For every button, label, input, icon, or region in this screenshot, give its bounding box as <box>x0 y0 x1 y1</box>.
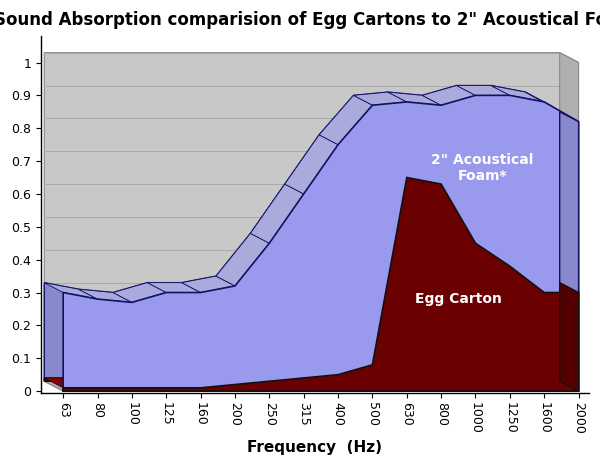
Polygon shape <box>44 53 560 381</box>
Polygon shape <box>44 378 98 388</box>
Polygon shape <box>148 378 200 388</box>
Polygon shape <box>44 283 98 299</box>
Polygon shape <box>353 92 407 105</box>
Polygon shape <box>44 53 63 391</box>
Polygon shape <box>63 178 578 391</box>
Polygon shape <box>79 289 132 302</box>
Polygon shape <box>285 365 338 378</box>
Polygon shape <box>113 283 166 302</box>
Polygon shape <box>319 355 373 375</box>
Polygon shape <box>457 233 510 266</box>
Polygon shape <box>526 92 578 122</box>
Polygon shape <box>457 85 510 96</box>
Polygon shape <box>216 371 269 384</box>
Polygon shape <box>44 53 578 62</box>
Polygon shape <box>250 368 304 381</box>
Polygon shape <box>250 184 304 243</box>
Polygon shape <box>422 174 475 243</box>
Title: Sound Absorption comparision of Egg Cartons to 2" Acoustical Foam: Sound Absorption comparision of Egg Cart… <box>0 11 600 29</box>
Polygon shape <box>182 375 235 388</box>
Polygon shape <box>388 168 441 184</box>
Text: Egg Carton: Egg Carton <box>415 292 502 306</box>
Polygon shape <box>148 283 200 293</box>
Polygon shape <box>113 378 166 388</box>
Polygon shape <box>491 85 544 102</box>
Polygon shape <box>560 283 578 391</box>
Polygon shape <box>422 85 475 105</box>
Polygon shape <box>79 378 132 388</box>
Polygon shape <box>182 276 235 293</box>
Polygon shape <box>44 168 560 381</box>
Polygon shape <box>44 381 578 391</box>
Polygon shape <box>526 283 578 293</box>
Polygon shape <box>388 92 441 105</box>
Polygon shape <box>216 233 269 286</box>
Polygon shape <box>491 256 544 293</box>
Polygon shape <box>319 96 373 144</box>
Polygon shape <box>560 53 578 391</box>
Polygon shape <box>353 168 407 365</box>
Polygon shape <box>44 85 560 381</box>
Polygon shape <box>560 112 578 391</box>
Polygon shape <box>285 135 338 194</box>
Text: 2" Acoustical
Foam*: 2" Acoustical Foam* <box>431 152 533 183</box>
X-axis label: Frequency  (Hz): Frequency (Hz) <box>247 440 382 455</box>
Polygon shape <box>63 96 578 391</box>
